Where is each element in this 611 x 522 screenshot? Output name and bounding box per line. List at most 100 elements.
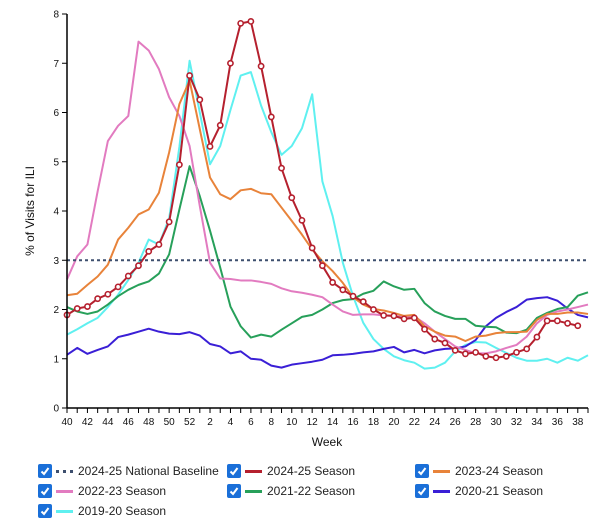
x-tick-label: 30	[490, 417, 502, 428]
data-point-marker	[533, 333, 541, 341]
data-point-marker	[329, 279, 337, 286]
checkmark-icon	[417, 467, 427, 476]
legend-checkbox[interactable]	[227, 484, 241, 498]
data-point-marker	[513, 348, 520, 356]
x-tick-label: 44	[102, 417, 114, 428]
series-layer	[63, 17, 589, 370]
series-line-2021-22-season	[66, 165, 589, 339]
legend-swatch	[56, 509, 73, 513]
checkmark-icon	[417, 487, 427, 496]
x-tick-label: 22	[409, 417, 421, 428]
y-tick-label: 5	[53, 157, 59, 168]
checkmark-icon	[40, 507, 50, 516]
y-tick-label: 4	[53, 207, 59, 218]
data-point-marker	[349, 292, 357, 300]
checkmark-icon	[229, 487, 239, 496]
legend-label: 2020-21 Season	[455, 484, 544, 498]
data-point-marker	[73, 305, 81, 312]
x-tick-label: 8	[269, 417, 275, 428]
checkmark-icon	[40, 467, 50, 476]
series-line-2020-21-season	[66, 296, 589, 369]
data-point-marker	[502, 352, 510, 360]
x-tick-label: 24	[429, 417, 441, 428]
data-point-marker	[441, 339, 449, 347]
x-tick-label: 46	[123, 417, 135, 428]
legend-item-2019-20-season[interactable]: 2019-20 Season	[38, 502, 166, 520]
legend-swatch	[56, 489, 73, 493]
data-point-marker	[390, 312, 398, 320]
y-tick-label: 6	[53, 108, 59, 119]
legend-item-2024-25-national-baseline[interactable]: 2024-25 National Baseline	[38, 462, 219, 480]
legend-label: 2019-20 Season	[78, 504, 167, 518]
data-point-marker	[400, 315, 408, 323]
legend-item-2023-24-season[interactable]: 2023-24 Season	[415, 462, 543, 480]
data-point-marker	[237, 19, 245, 27]
x-tick-label: 6	[248, 417, 254, 428]
data-point-marker	[451, 346, 459, 354]
data-point-marker	[380, 312, 388, 319]
legend-checkbox[interactable]	[227, 464, 241, 478]
y-tick-label: 1	[53, 354, 59, 365]
series-line-2019-20-season	[66, 59, 589, 370]
legend-checkbox[interactable]	[38, 464, 52, 478]
legend-label: 2021-22 Season	[267, 484, 356, 498]
data-point-marker	[135, 262, 142, 270]
legend-checkbox[interactable]	[38, 484, 52, 498]
data-point-marker	[339, 286, 347, 294]
legend-item-2021-22-season[interactable]: 2021-22 Season	[227, 482, 355, 500]
data-point-marker	[216, 121, 224, 129]
data-point-marker	[196, 96, 204, 104]
y-tick-label: 0	[53, 404, 59, 415]
x-tick-label: 32	[511, 417, 523, 428]
data-point-marker	[114, 283, 122, 291]
x-tick-label: 20	[388, 417, 400, 428]
data-point-marker	[155, 241, 163, 248]
data-point-marker	[145, 247, 153, 255]
x-tick-label: 18	[368, 417, 380, 428]
data-point-marker	[564, 319, 571, 327]
x-tick-label: 36	[552, 417, 564, 428]
legend-item-2020-21-season[interactable]: 2020-21 Season	[415, 482, 543, 500]
x-tick-label: 40	[61, 417, 73, 428]
legend-item-2024-25-season[interactable]: 2024-25 Season	[227, 462, 355, 480]
data-point-marker	[247, 17, 255, 25]
data-point-marker	[431, 335, 439, 343]
x-tick-label: 10	[286, 417, 298, 428]
x-axis-title: Week	[312, 435, 343, 449]
x-tick-label: 38	[572, 417, 584, 428]
data-point-marker	[94, 295, 102, 303]
data-point-marker	[370, 306, 377, 313]
data-point-marker	[574, 322, 582, 330]
legend-swatch	[245, 469, 262, 473]
series-line-2024-25-season	[66, 20, 579, 359]
data-point-marker	[298, 216, 306, 224]
x-tick-label: 2	[207, 417, 213, 428]
data-point-marker	[206, 143, 214, 150]
data-point-marker	[165, 218, 173, 226]
data-point-marker	[543, 317, 551, 325]
legend-label: 2022-23 Season	[78, 484, 167, 498]
x-tick-label: 50	[164, 417, 176, 428]
data-point-marker	[472, 348, 480, 356]
y-tick-label: 8	[53, 10, 59, 21]
y-axis-title: % of Visits for ILI	[23, 166, 37, 256]
legend-swatch	[433, 489, 450, 493]
data-point-marker	[186, 72, 193, 79]
x-tick-label: 12	[307, 417, 319, 428]
x-tick-label: 48	[143, 417, 155, 428]
data-point-marker	[523, 345, 531, 353]
legend-swatch	[433, 469, 450, 473]
data-point-marker	[421, 325, 428, 333]
legend-item-2022-23-season[interactable]: 2022-23 Season	[38, 482, 166, 500]
x-tick-label: 4	[228, 417, 234, 428]
legend-label: 2023-24 Season	[455, 464, 544, 478]
legend-checkbox[interactable]	[415, 484, 429, 498]
legend-swatch	[245, 489, 262, 493]
legend-checkbox[interactable]	[415, 464, 429, 478]
legend-checkbox[interactable]	[38, 504, 52, 518]
y-tick-label: 2	[53, 305, 59, 316]
data-point-marker	[359, 298, 367, 306]
legend-swatch	[56, 469, 73, 473]
legend-label: 2024-25 Season	[267, 464, 356, 478]
